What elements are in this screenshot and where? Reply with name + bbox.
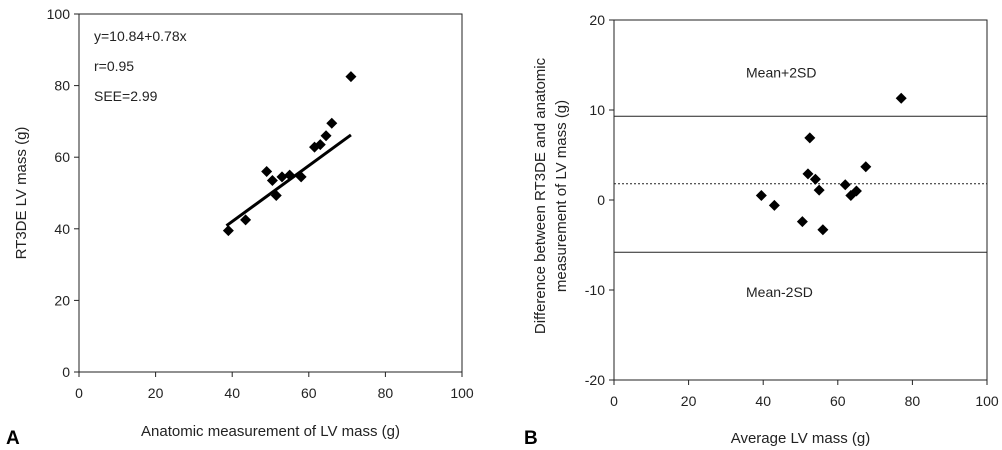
chart-b-reference-lines: Mean+2SD Mean-2SD [614, 65, 987, 300]
chart-b-points [755, 92, 907, 236]
data-point [755, 190, 767, 201]
data-point [850, 185, 862, 197]
y-tick-label: 10 [589, 102, 605, 118]
data-point [222, 225, 234, 237]
data-point [284, 169, 296, 181]
y-tick-label: 100 [47, 6, 71, 22]
chart-a-x-ticks: 0 20 40 60 80 100 [75, 372, 474, 401]
data-point [768, 199, 780, 211]
reference-line-label: Mean+2SD [746, 65, 816, 81]
chart-a-y-ticks: 0 20 40 60 80 100 [47, 6, 79, 380]
x-tick-label: 20 [681, 393, 697, 409]
data-point [326, 117, 338, 129]
x-tick-label: 40 [755, 393, 771, 409]
x-tick-label: 80 [905, 393, 921, 409]
chart-a-regression-line [225, 133, 352, 227]
chart-a-annotation: r=0.95 [94, 58, 134, 74]
chart-b-x-axis-label: Average LV mass (g) [731, 430, 871, 447]
y-tick-label: 20 [54, 292, 70, 308]
data-point [266, 174, 278, 186]
y-tick-label: 20 [589, 12, 605, 28]
chart-b-y-axis-label: Difference between RT3DE and anatomic mea… [532, 57, 570, 334]
x-tick-label: 0 [75, 385, 83, 401]
data-point [813, 184, 825, 196]
x-tick-label: 100 [450, 385, 474, 401]
data-point [860, 161, 872, 173]
y-tick-label: 40 [54, 221, 70, 237]
chart-b-y-axis-label-line: Difference between RT3DE and anatomic [532, 57, 549, 334]
chart-a-annotation: SEE=2.99 [94, 88, 158, 104]
chart-b-x-ticks: 0 20 40 60 80 100 [610, 380, 999, 409]
x-tick-label: 20 [148, 385, 164, 401]
data-point [817, 224, 829, 236]
data-point [802, 168, 814, 180]
y-tick-label: 0 [597, 192, 605, 208]
data-point [345, 71, 357, 83]
data-point [261, 166, 273, 178]
x-tick-label: 40 [224, 385, 240, 401]
x-tick-label: 80 [378, 385, 394, 401]
reference-line-label: Mean-2SD [746, 284, 813, 300]
chart-b-y-ticks: -20 -10 0 10 20 [585, 12, 614, 388]
chart-a-annotations: y=10.84+0.78x r=0.95 SEE=2.99 [94, 28, 187, 104]
chart-a-x-axis-label: Anatomic measurement of LV mass (g) [141, 423, 400, 440]
chart-b: -20 -10 0 10 20 0 20 40 60 80 100 Mean+2SD Mean-2S… [524, 12, 999, 449]
x-tick-label: 60 [830, 393, 846, 409]
chart-a-y-axis-label: RT3DE LV mass (g) [13, 127, 30, 260]
y-tick-label: 80 [54, 78, 70, 94]
x-tick-label: 60 [301, 385, 317, 401]
data-point [314, 139, 326, 151]
chart-a: 0 20 40 60 80 100 0 20 40 60 80 100 y=10.84+0.78x r… [6, 6, 474, 449]
data-point [270, 190, 282, 202]
y-tick-label: -20 [585, 372, 605, 388]
chart-b-y-axis-label-line: measurement of LV mass (g) [553, 100, 570, 292]
x-tick-label: 0 [610, 393, 618, 409]
data-point [809, 173, 821, 185]
y-tick-label: 0 [62, 364, 70, 380]
data-point [276, 171, 288, 183]
chart-a-annotation: y=10.84+0.78x [94, 28, 187, 44]
data-point [796, 216, 808, 228]
data-point [839, 179, 851, 191]
chart-a-plot-area [78, 13, 463, 373]
y-tick-label: -10 [585, 282, 605, 298]
data-point [804, 132, 816, 144]
chart-a-points [222, 71, 357, 237]
x-tick-label: 100 [975, 393, 999, 409]
data-point [895, 92, 907, 104]
chart-b-panel-label: B [524, 428, 538, 449]
data-point [320, 130, 332, 142]
y-tick-label: 60 [54, 149, 70, 165]
chart-a-panel-label: A [6, 428, 20, 449]
data-point [240, 214, 252, 226]
data-point [295, 171, 307, 183]
